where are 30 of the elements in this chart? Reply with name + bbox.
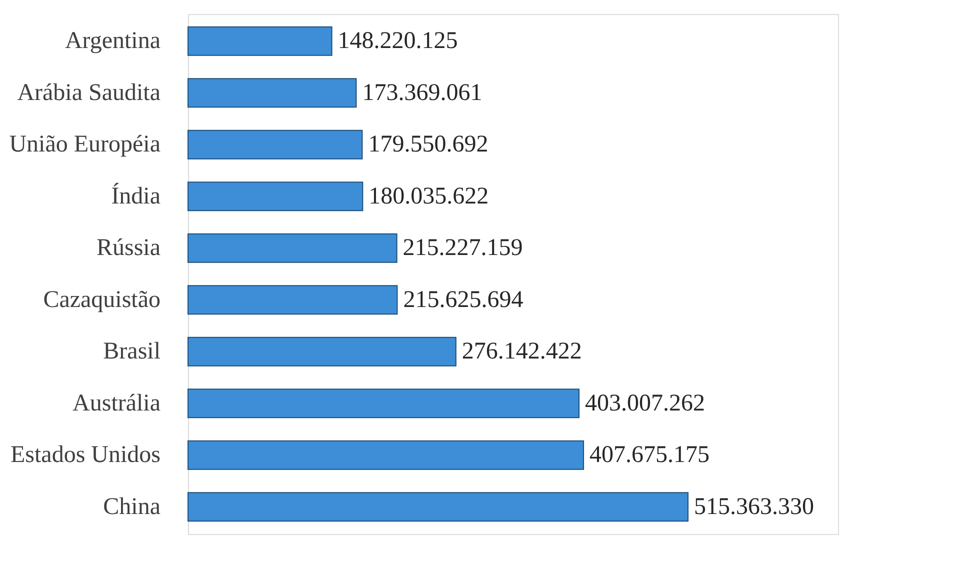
y-tick-label: Cazaquistão <box>43 286 160 313</box>
bar <box>188 492 688 522</box>
y-tick-label: Austrália <box>72 390 161 416</box>
y-tick-label: Arábia Saudita <box>17 80 161 106</box>
y-tick-label: Rússia <box>96 235 161 262</box>
y-tick-label: Estados Unidos <box>10 442 160 468</box>
bar <box>188 130 363 160</box>
bar <box>188 440 584 470</box>
bar <box>188 26 332 56</box>
bar <box>188 233 398 263</box>
bar <box>188 388 580 418</box>
data-label: 515.363.330 <box>694 494 814 520</box>
bar <box>188 285 398 315</box>
data-label: 215.227.159 <box>402 235 523 262</box>
data-label: 179.550.692 <box>368 132 488 158</box>
y-tick-label: União Européia <box>9 132 161 158</box>
y-tick-label: Brasil <box>103 338 161 365</box>
bar <box>188 182 364 212</box>
data-label: 148.220.125 <box>338 28 458 54</box>
data-label: 180.035.622 <box>368 183 489 210</box>
y-tick-label: Argentina <box>64 28 161 54</box>
y-tick-label: China <box>103 494 161 520</box>
data-label: 215.625.694 <box>403 286 524 313</box>
data-label: 403.007.262 <box>584 390 705 416</box>
bar <box>188 336 456 366</box>
data-label: 407.675.175 <box>590 442 710 468</box>
bar <box>188 78 357 108</box>
data-label: 173.369.061 <box>362 80 482 106</box>
data-label: 276.142.422 <box>462 338 582 365</box>
y-tick-label: Índia <box>111 182 161 210</box>
